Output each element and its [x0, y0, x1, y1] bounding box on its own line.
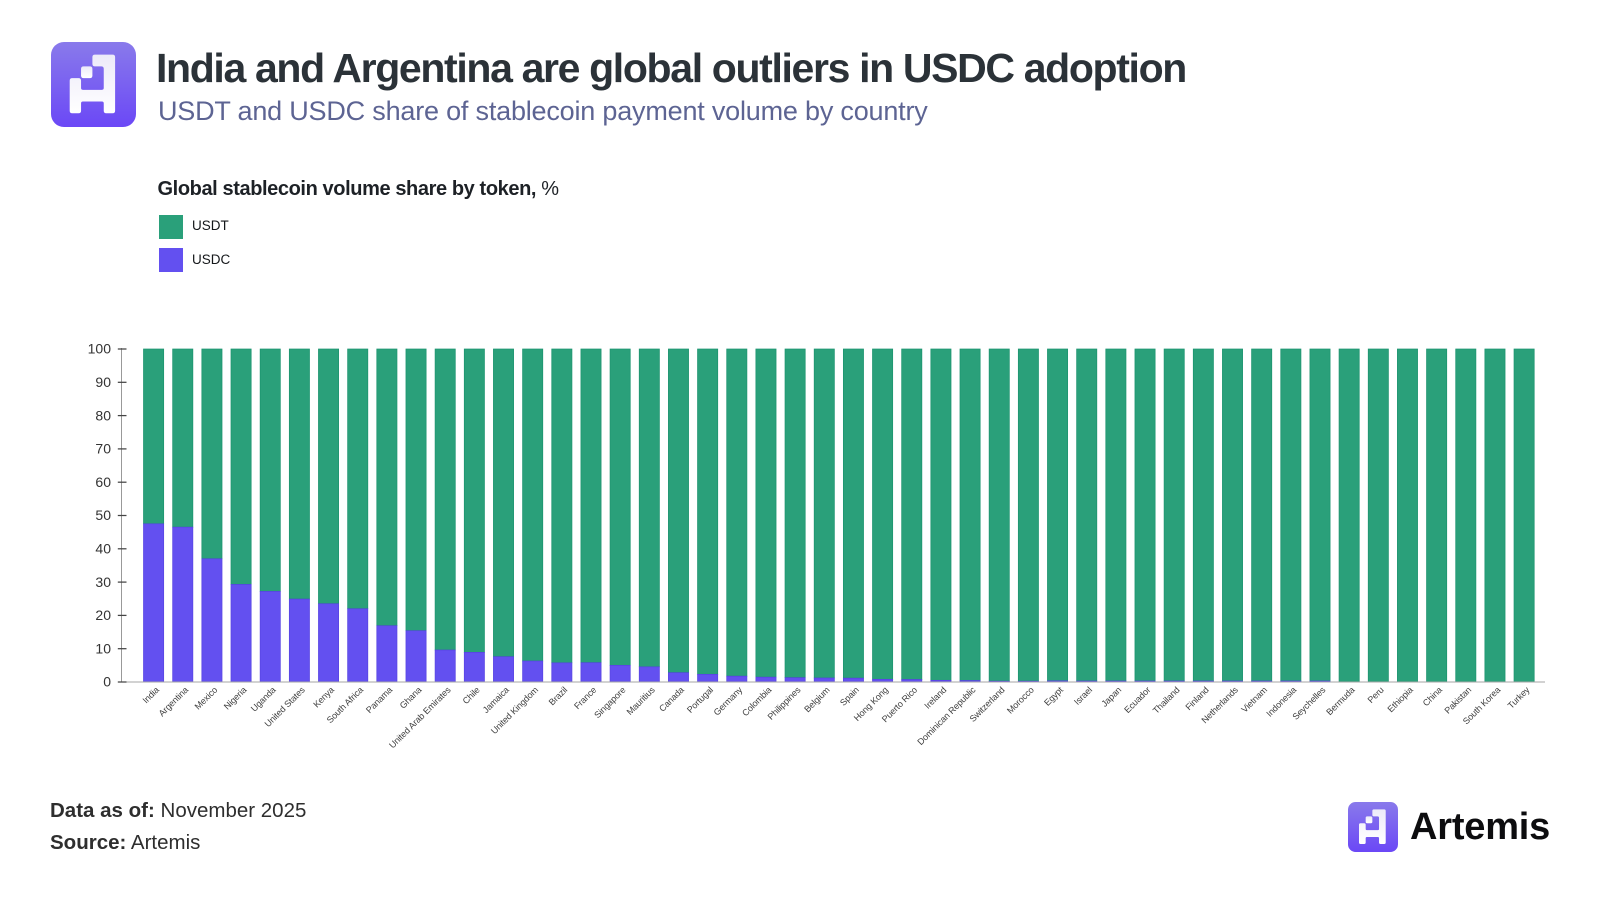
svg-text:China: China — [1421, 685, 1444, 708]
svg-text:70: 70 — [95, 441, 111, 457]
svg-text:Peru: Peru — [1366, 685, 1386, 705]
svg-text:India: India — [141, 685, 162, 706]
svg-text:100: 100 — [88, 341, 112, 357]
svg-text:30: 30 — [95, 574, 111, 590]
svg-text:80: 80 — [95, 407, 111, 423]
svg-text:Turkey: Turkey — [1506, 684, 1532, 710]
svg-text:20: 20 — [95, 607, 111, 623]
svg-text:50: 50 — [95, 507, 111, 523]
svg-text:Mauritius: Mauritius — [625, 684, 658, 717]
svg-text:Ecuador: Ecuador — [1122, 685, 1152, 715]
svg-text:Canada: Canada — [657, 685, 686, 714]
svg-text:10: 10 — [95, 640, 111, 656]
svg-text:Bermuda: Bermuda — [1324, 685, 1356, 717]
svg-text:90: 90 — [95, 374, 111, 390]
svg-text:Germany: Germany — [712, 684, 745, 717]
svg-text:Ireland: Ireland — [922, 685, 948, 711]
svg-text:Spain: Spain — [838, 685, 861, 708]
svg-text:Ethiopia: Ethiopia — [1385, 685, 1414, 714]
svg-text:Ghana: Ghana — [398, 685, 424, 711]
svg-text:Brazil: Brazil — [547, 685, 570, 708]
svg-text:Kenya: Kenya — [311, 685, 336, 710]
svg-text:Argentina: Argentina — [157, 685, 191, 719]
svg-text:Nigeria: Nigeria — [222, 685, 249, 712]
svg-text:Finland: Finland — [1183, 685, 1210, 712]
svg-text:Israel: Israel — [1072, 685, 1094, 707]
svg-text:Uganda: Uganda — [249, 685, 278, 714]
svg-text:Morocco: Morocco — [1005, 685, 1036, 716]
svg-text:Panama: Panama — [364, 685, 394, 715]
svg-text:Japan: Japan — [1099, 685, 1123, 709]
svg-text:Belgium: Belgium — [802, 685, 831, 714]
svg-text:France: France — [572, 685, 598, 711]
svg-text:Chile: Chile — [461, 685, 482, 706]
svg-text:Mexico: Mexico — [193, 685, 220, 712]
svg-text:Egypt: Egypt — [1042, 684, 1065, 707]
svg-text:Singapore: Singapore — [592, 685, 627, 720]
svg-text:0: 0 — [103, 674, 111, 690]
svg-text:40: 40 — [95, 541, 111, 557]
svg-text:60: 60 — [95, 474, 111, 490]
svg-text:Thailand: Thailand — [1151, 685, 1182, 716]
